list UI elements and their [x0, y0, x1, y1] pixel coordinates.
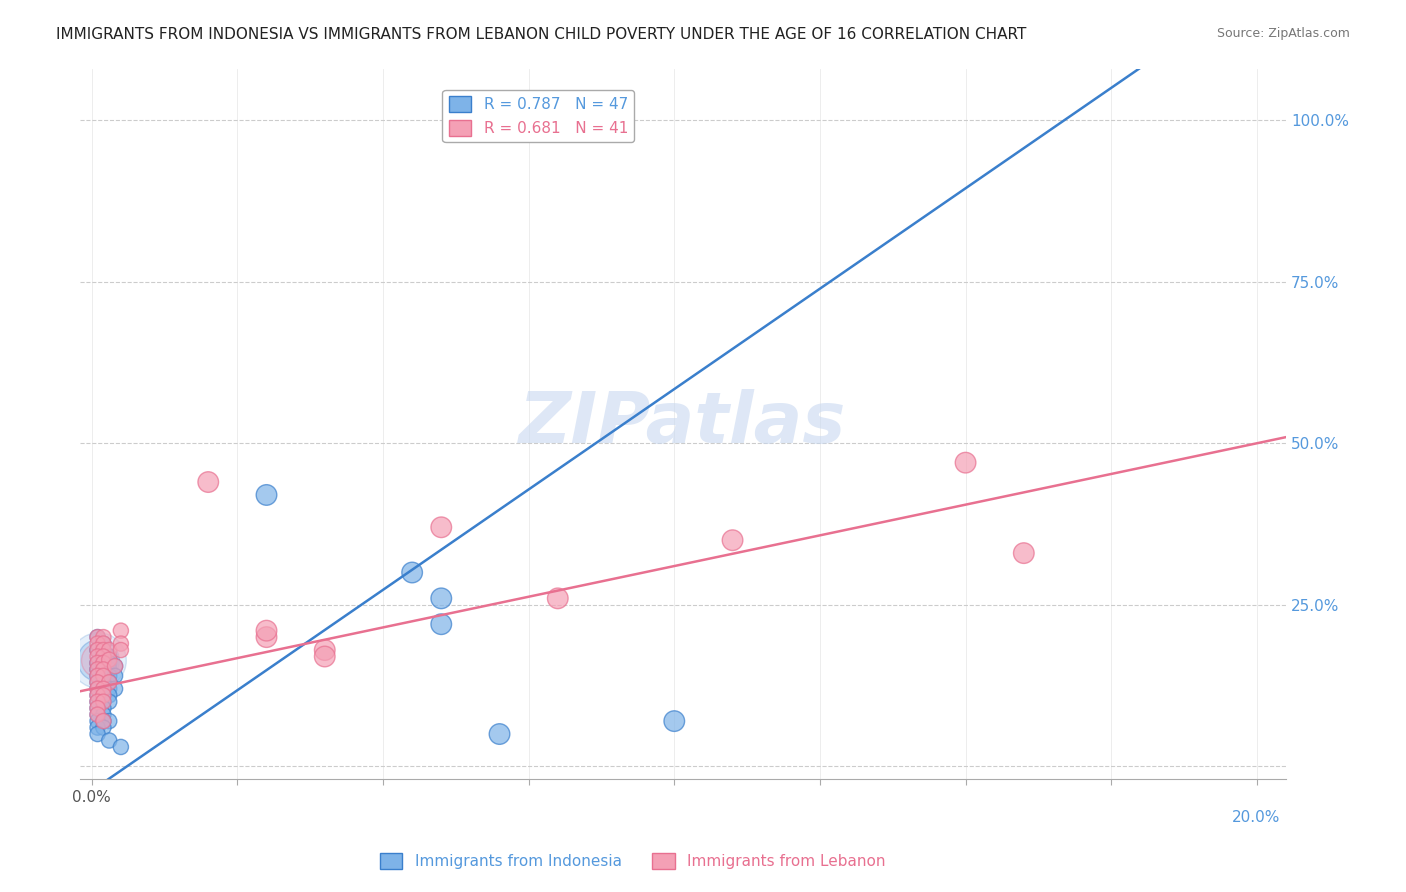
- Point: [93, 656, 115, 670]
- Point: [98, 675, 121, 690]
- Point: [86, 630, 108, 644]
- Point: [93, 637, 115, 651]
- Point: [547, 591, 569, 606]
- Point: [104, 659, 127, 673]
- Point: [430, 520, 453, 534]
- Point: [86, 656, 108, 670]
- Legend: R = 0.787   N = 47, R = 0.681   N = 41: R = 0.787 N = 47, R = 0.681 N = 41: [443, 90, 634, 142]
- Point: [86, 649, 108, 664]
- Point: [430, 591, 453, 606]
- Point: [401, 566, 423, 580]
- Point: [256, 630, 278, 644]
- Point: [93, 662, 115, 676]
- Point: [98, 714, 121, 728]
- Point: [93, 695, 115, 709]
- Point: [110, 739, 132, 754]
- Point: [86, 675, 108, 690]
- Point: [86, 662, 108, 676]
- Point: [86, 688, 108, 702]
- Point: [256, 488, 278, 502]
- Point: [98, 695, 121, 709]
- Point: [93, 714, 115, 728]
- Point: [93, 688, 115, 702]
- Point: [93, 681, 115, 696]
- Point: [86, 662, 108, 676]
- Point: [664, 714, 686, 728]
- Point: [104, 659, 127, 673]
- Text: ZIPatlas: ZIPatlas: [519, 390, 846, 458]
- Point: [93, 669, 115, 683]
- Point: [86, 643, 108, 657]
- Point: [86, 701, 108, 715]
- Point: [86, 630, 108, 644]
- Point: [93, 637, 115, 651]
- Point: [256, 624, 278, 638]
- Point: [110, 624, 132, 638]
- Point: [104, 669, 127, 683]
- Point: [721, 533, 744, 548]
- Point: [86, 656, 108, 670]
- Point: [98, 681, 121, 696]
- Point: [314, 643, 336, 657]
- Point: [86, 707, 108, 722]
- Point: [104, 681, 127, 696]
- Point: [93, 649, 115, 664]
- Point: [93, 649, 115, 664]
- Point: [314, 649, 336, 664]
- Point: [93, 721, 115, 735]
- Point: [86, 669, 108, 683]
- Point: [86, 653, 108, 667]
- Point: [86, 637, 108, 651]
- Point: [98, 653, 121, 667]
- Point: [93, 675, 115, 690]
- Point: [86, 681, 108, 696]
- Point: [93, 701, 115, 715]
- Point: [98, 733, 121, 747]
- Point: [86, 721, 108, 735]
- Point: [93, 643, 115, 657]
- Point: [86, 653, 108, 667]
- Point: [98, 675, 121, 690]
- Point: [93, 714, 115, 728]
- Point: [488, 727, 510, 741]
- Point: [86, 701, 108, 715]
- Text: IMMIGRANTS FROM INDONESIA VS IMMIGRANTS FROM LEBANON CHILD POVERTY UNDER THE AGE: IMMIGRANTS FROM INDONESIA VS IMMIGRANTS …: [56, 27, 1026, 42]
- Point: [93, 695, 115, 709]
- Point: [955, 456, 977, 470]
- Point: [98, 669, 121, 683]
- Point: [86, 695, 108, 709]
- Point: [86, 681, 108, 696]
- Point: [86, 643, 108, 657]
- Text: Source: ZipAtlas.com: Source: ZipAtlas.com: [1216, 27, 1350, 40]
- Point: [98, 662, 121, 676]
- Point: [98, 649, 121, 664]
- Point: [98, 688, 121, 702]
- Point: [86, 714, 108, 728]
- Point: [1012, 546, 1035, 560]
- Point: [86, 727, 108, 741]
- Point: [86, 695, 108, 709]
- Point: [430, 617, 453, 632]
- Text: 20.0%: 20.0%: [1232, 810, 1279, 825]
- Point: [93, 707, 115, 722]
- Point: [93, 662, 115, 676]
- Point: [98, 656, 121, 670]
- Point: [93, 630, 115, 644]
- Point: [110, 643, 132, 657]
- Point: [93, 688, 115, 702]
- Point: [98, 643, 121, 657]
- Point: [86, 653, 108, 667]
- Point: [110, 637, 132, 651]
- Point: [93, 669, 115, 683]
- Point: [86, 688, 108, 702]
- Point: [197, 475, 219, 489]
- Point: [86, 707, 108, 722]
- Point: [86, 675, 108, 690]
- Point: [93, 656, 115, 670]
- Point: [86, 669, 108, 683]
- Point: [93, 681, 115, 696]
- Legend: Immigrants from Indonesia, Immigrants from Lebanon: Immigrants from Indonesia, Immigrants fr…: [374, 847, 891, 875]
